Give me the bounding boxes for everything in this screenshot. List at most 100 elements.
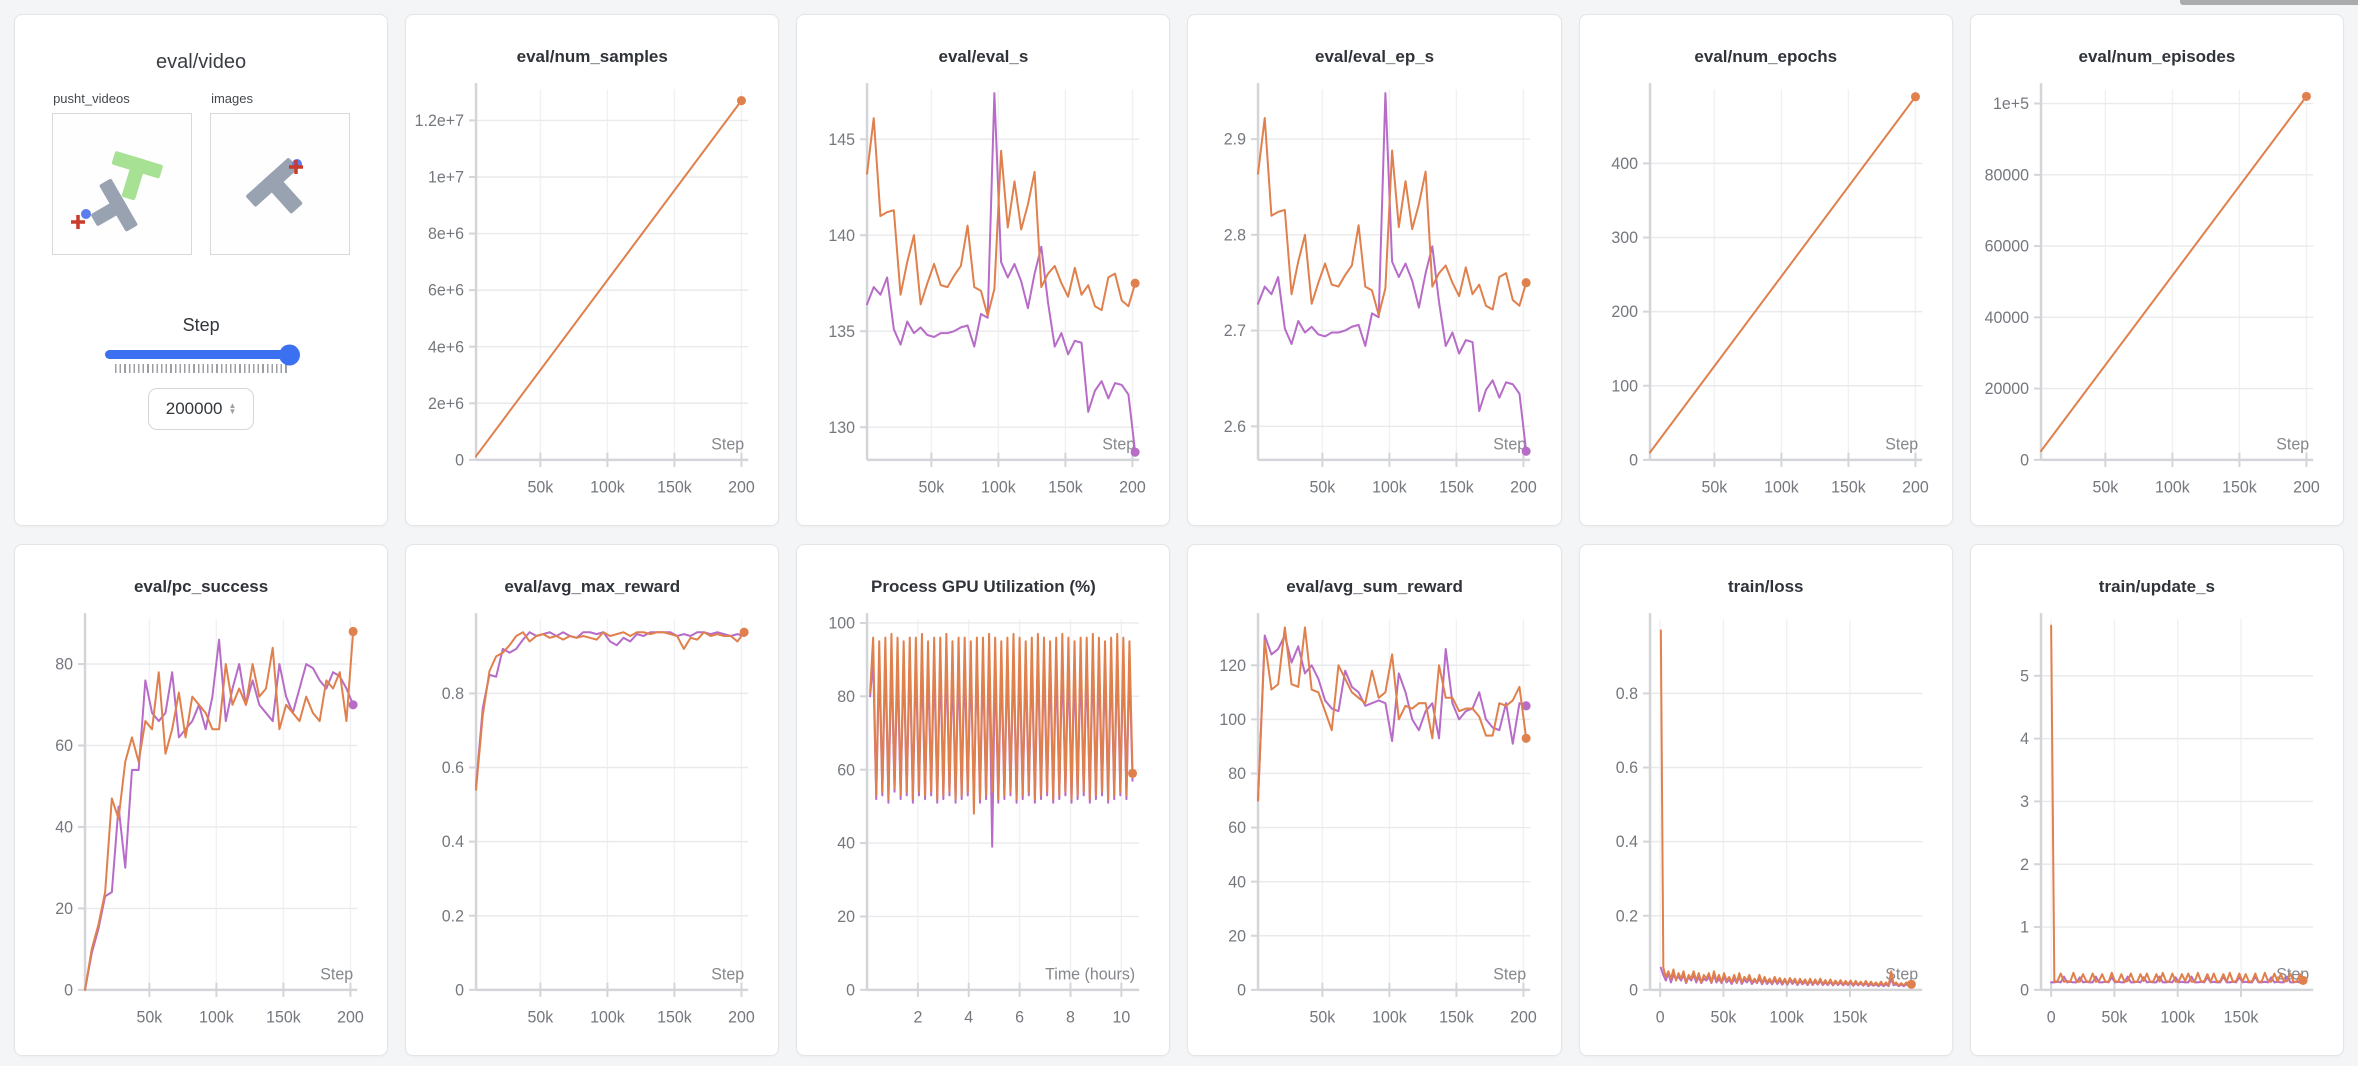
media-thumbnails: pusht_videos <box>52 91 351 255</box>
chart-title: eval/avg_sum_reward <box>1286 577 1463 596</box>
chart-canvas[interactable]: 0 20 40 60 80 100 120 50k 100k 150k 200 Step <box>1188 603 1560 1055</box>
x-tick-label: 50k <box>136 1008 163 1026</box>
chart-canvas[interactable]: 2.6 2.7 2.8 2.9 50k 100k 150k 200 Step <box>1188 73 1560 525</box>
chart-canvas[interactable]: 0 20000 40000 60000 80000 1e+5 50k 100k 150k 200 S… <box>1971 73 2343 525</box>
panel-eval-avg-max-reward: eval/avg_max_reward 0 0.2 0.4 0.6 0.8 50k 100k 1… <box>405 544 780 1056</box>
y-tick-label: 0.6 <box>442 759 464 777</box>
step-slider-label: Step <box>182 315 220 335</box>
x-tick-label: 100k <box>981 478 1017 496</box>
x-tick-label: 0 <box>2047 1008 2056 1026</box>
x-tick-label: 0 <box>1655 1008 1664 1026</box>
series-line-purple <box>866 92 1137 454</box>
panel-eval-num-episodes: eval/num_episodes 0 20000 40000 60000 80000 1e… <box>1969 14 2344 526</box>
x-tick-label: 50k <box>528 478 555 496</box>
y-tick-label: 200 <box>1611 303 1638 321</box>
y-tick-label: 120 <box>1220 657 1247 675</box>
y-tick-label: 20 <box>1229 927 1247 945</box>
y-tick-label: 100 <box>829 614 856 632</box>
gray-t-shape <box>246 158 303 214</box>
step-slider-thumb[interactable] <box>279 344 301 365</box>
panel-train-loss: train/loss 0 0.2 0.4 0.6 0.8 0 50k 100k 150k Step <box>1578 544 1953 1056</box>
x-tick-label: 100k <box>1764 478 1800 496</box>
series-end-dot-orange <box>1522 278 1532 288</box>
y-tick-label: 2.6 <box>1224 418 1246 436</box>
chart-title: eval/num_episodes <box>2078 47 2236 66</box>
stepper-up-icon[interactable]: ▲ <box>228 401 237 410</box>
x-tick-label: 200 <box>1902 478 1929 496</box>
x-tick-label: 150k <box>1440 1008 1476 1026</box>
x-axis-label: Step <box>1885 436 1918 454</box>
gray-t-shape <box>91 178 138 232</box>
chart-canvas[interactable]: 0 20 40 60 80 100 2 4 6 8 10 Time (hours) <box>797 603 1169 1055</box>
chart-canvas[interactable]: 0 0.2 0.4 0.6 0.8 50k 100k 150k 200 Step <box>406 603 778 1055</box>
chart-canvas[interactable]: 0 100 200 300 400 50k 100k 150k 200 Step <box>1580 73 1952 525</box>
y-tick-label: 60000 <box>1984 238 2028 256</box>
y-tick-label: 0 <box>2020 451 2029 469</box>
pusht-video-thumbnail[interactable] <box>52 113 193 255</box>
x-tick-label: 50k <box>1310 478 1337 496</box>
x-tick-label: 4 <box>965 1008 974 1026</box>
x-axis-label: Step <box>2276 436 2309 454</box>
y-tick-label: 0.2 <box>442 907 464 925</box>
step-slider-block: Step 200000 ▲ ▼ <box>105 315 301 430</box>
chart-area: 2.6 2.7 2.8 2.9 50k 100k 150k 200 Step <box>1188 73 1560 525</box>
series-end-dot-purple <box>348 700 358 710</box>
x-tick-label: 150k <box>1832 1008 1868 1026</box>
x-tick-label: 150k <box>1831 478 1867 496</box>
x-tick-label: 100k <box>1373 1008 1409 1026</box>
y-tick-label: 0.6 <box>1615 759 1637 777</box>
y-tick-label: 0.4 <box>442 833 464 851</box>
y-tick-label: 0 <box>1238 981 1247 999</box>
chart-area: 0 20 40 60 80 50k 100k 150k 200 Step <box>15 603 387 1055</box>
y-tick-label: 0 <box>455 981 464 999</box>
x-tick-label: 10 <box>1113 1008 1131 1026</box>
series-end-dot-orange <box>1906 979 1916 989</box>
y-tick-label: 4 <box>2020 730 2029 748</box>
top-edge-bar <box>2180 0 2358 5</box>
media-label: images <box>211 91 253 106</box>
x-tick-label: 150k <box>2222 478 2258 496</box>
chart-canvas[interactable]: 0 2e+6 4e+6 6e+6 8e+6 1e+7 1.2e+7 50k 100k 150k 20… <box>406 73 778 525</box>
y-tick-label: 1e+7 <box>428 168 464 186</box>
series-line-orange <box>84 630 355 991</box>
chart-canvas[interactable]: 0 20 40 60 80 50k 100k 150k 200 Step <box>15 603 387 1055</box>
x-tick-label: 50k <box>1310 1008 1337 1026</box>
x-tick-label: 2 <box>914 1008 923 1026</box>
step-value-input[interactable]: 200000 ▲ ▼ <box>148 388 255 430</box>
chart-area: 0 0.2 0.4 0.6 0.8 50k 100k 150k 200 Step <box>406 603 778 1055</box>
y-tick-label: 400 <box>1611 155 1638 173</box>
y-tick-label: 40000 <box>1984 309 2028 327</box>
y-tick-label: 1e+5 <box>1993 95 2029 113</box>
x-axis-label: Step <box>1494 966 1527 984</box>
stepper-arrows[interactable]: ▲ ▼ <box>228 401 237 416</box>
chart-canvas[interactable]: 130 135 140 145 50k 100k 150k 200 Step <box>797 73 1169 525</box>
series-end-dot-orange <box>739 627 749 637</box>
x-tick-label: 50k <box>2092 478 2119 496</box>
chart-area: 0 2e+6 4e+6 6e+6 8e+6 1e+7 1.2e+7 50k 100k 150k 20… <box>406 73 778 525</box>
y-tick-label: 1.2e+7 <box>415 112 464 130</box>
x-tick-label: 200 <box>2293 478 2320 496</box>
series-end-dot-orange <box>1130 278 1140 288</box>
x-axis-label: Step <box>1494 436 1527 454</box>
chart-area: 0 20 40 60 80 100 2 4 6 8 10 Time (hours) <box>797 603 1169 1055</box>
chart-title: eval/num_epochs <box>1694 47 1838 66</box>
images-thumbnail[interactable] <box>210 113 351 255</box>
chart-area: 0 1 2 3 4 5 0 50k 100k 150k Step <box>1971 603 2343 1055</box>
step-slider-track[interactable] <box>105 344 301 365</box>
stepper-down-icon[interactable]: ▼ <box>228 407 237 416</box>
green-t-shape <box>111 151 163 201</box>
series-line-purple <box>1257 92 1528 453</box>
series-end-dot-purple <box>1522 701 1532 711</box>
chart-area: 0 0.2 0.4 0.6 0.8 0 50k 100k 150k Step <box>1580 603 1952 1055</box>
chart-title: eval/num_samples <box>516 47 668 66</box>
x-axis-label: Step <box>711 966 744 984</box>
step-value: 200000 <box>165 399 223 418</box>
x-tick-label: 50k <box>919 478 946 496</box>
chart-area: 0 100 200 300 400 50k 100k 150k 200 Step <box>1580 73 1952 525</box>
x-tick-label: 100k <box>590 478 626 496</box>
y-tick-label: 2e+6 <box>428 395 464 413</box>
chart-title: train/loss <box>1727 577 1804 596</box>
